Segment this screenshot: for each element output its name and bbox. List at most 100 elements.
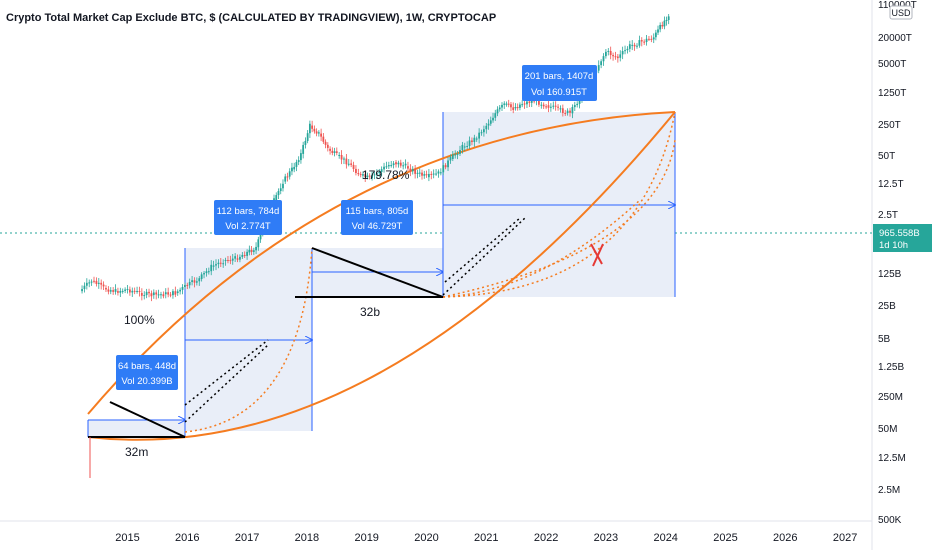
candle bbox=[510, 102, 512, 112]
candle bbox=[306, 130, 309, 144]
y-tick-label: 25B bbox=[878, 301, 896, 312]
measure-box-4 bbox=[442, 112, 675, 297]
candle bbox=[255, 242, 257, 254]
y-tick-label: 50M bbox=[878, 424, 897, 435]
candle bbox=[302, 141, 305, 159]
candle bbox=[480, 129, 483, 136]
dotted-curve-1 bbox=[184, 247, 313, 433]
candle bbox=[193, 277, 196, 288]
candle bbox=[667, 14, 670, 25]
candle bbox=[333, 147, 336, 157]
candle bbox=[514, 103, 517, 111]
candle bbox=[650, 35, 653, 43]
measure-tag-1-line2: Vol 20.399B bbox=[121, 376, 172, 387]
x-tick-label: 2023 bbox=[594, 532, 618, 544]
candle bbox=[308, 120, 311, 138]
candle bbox=[557, 104, 559, 111]
candle bbox=[291, 162, 293, 176]
candle bbox=[362, 171, 364, 180]
candle bbox=[304, 137, 307, 149]
candle bbox=[559, 105, 562, 113]
candle bbox=[612, 52, 614, 61]
candle bbox=[347, 159, 350, 167]
candle bbox=[88, 279, 91, 288]
candle bbox=[317, 130, 320, 137]
candle bbox=[248, 245, 251, 256]
candle bbox=[409, 164, 412, 177]
candle bbox=[468, 136, 471, 149]
measure-tag-3-line2: Vol 46.729T bbox=[352, 221, 403, 232]
candle bbox=[81, 285, 83, 294]
candle bbox=[512, 102, 515, 114]
candle bbox=[421, 169, 423, 180]
candle bbox=[320, 128, 323, 142]
candle bbox=[657, 25, 659, 36]
candle bbox=[176, 289, 179, 296]
candle bbox=[432, 169, 435, 179]
candle bbox=[552, 101, 555, 110]
candle bbox=[338, 152, 341, 159]
candle bbox=[322, 133, 325, 144]
y-tick-label: 50T bbox=[878, 151, 895, 162]
x-tick-label: 2025 bbox=[713, 532, 737, 544]
candle bbox=[300, 149, 302, 164]
candle bbox=[624, 45, 626, 55]
candle bbox=[157, 289, 160, 299]
candle bbox=[507, 99, 510, 108]
x-tick-label: 2024 bbox=[653, 532, 677, 544]
candle bbox=[136, 286, 138, 294]
candle bbox=[335, 147, 338, 156]
candle bbox=[95, 277, 98, 287]
candle bbox=[430, 171, 433, 180]
x-tick-label: 2015 bbox=[115, 532, 139, 544]
y-tick-label: 20000T bbox=[878, 33, 912, 44]
candle bbox=[571, 104, 574, 119]
candle bbox=[385, 161, 388, 170]
candle bbox=[640, 37, 643, 47]
candle bbox=[243, 251, 246, 259]
y-tick-label: 250T bbox=[878, 120, 901, 131]
candle bbox=[128, 286, 131, 296]
candle bbox=[229, 255, 232, 265]
measure-tag-2: 112 bars, 784d Vol 2.774T bbox=[214, 200, 282, 235]
candle bbox=[416, 169, 419, 179]
candle bbox=[97, 278, 100, 289]
candle bbox=[600, 59, 603, 69]
measure-box-2 bbox=[184, 248, 312, 431]
candle bbox=[124, 287, 127, 294]
candle bbox=[501, 102, 503, 111]
candle bbox=[112, 287, 115, 295]
candle bbox=[487, 119, 490, 130]
last-price-tag: 965.558B 1d 10h bbox=[873, 224, 932, 252]
candle bbox=[174, 286, 177, 298]
candle bbox=[645, 34, 648, 46]
candle bbox=[390, 160, 393, 168]
candle bbox=[179, 287, 182, 295]
candle bbox=[648, 35, 650, 42]
candle bbox=[105, 285, 107, 292]
candle bbox=[383, 162, 385, 173]
candle bbox=[380, 166, 383, 177]
candle bbox=[519, 102, 521, 111]
candle bbox=[371, 171, 373, 181]
candle bbox=[505, 101, 508, 107]
candle bbox=[545, 103, 547, 110]
candle bbox=[160, 291, 162, 299]
candle bbox=[279, 183, 282, 195]
x-axis-ticks: 2015 2016 2017 2018 2019 2020 2021 2022 2023 2024… bbox=[115, 532, 857, 544]
candle bbox=[566, 108, 569, 116]
candle bbox=[659, 22, 662, 33]
candle bbox=[331, 147, 334, 156]
x-tick-label: 2018 bbox=[295, 532, 319, 544]
y-tick-label: 2.5M bbox=[878, 485, 900, 496]
candle bbox=[284, 173, 287, 184]
candle bbox=[148, 288, 150, 298]
candle bbox=[447, 156, 449, 172]
candle bbox=[471, 137, 473, 146]
currency-badge[interactable]: USD bbox=[889, 5, 913, 20]
candle bbox=[449, 154, 452, 164]
candle bbox=[352, 161, 355, 172]
candle bbox=[407, 161, 409, 171]
candle bbox=[167, 287, 170, 298]
candle bbox=[547, 100, 550, 113]
